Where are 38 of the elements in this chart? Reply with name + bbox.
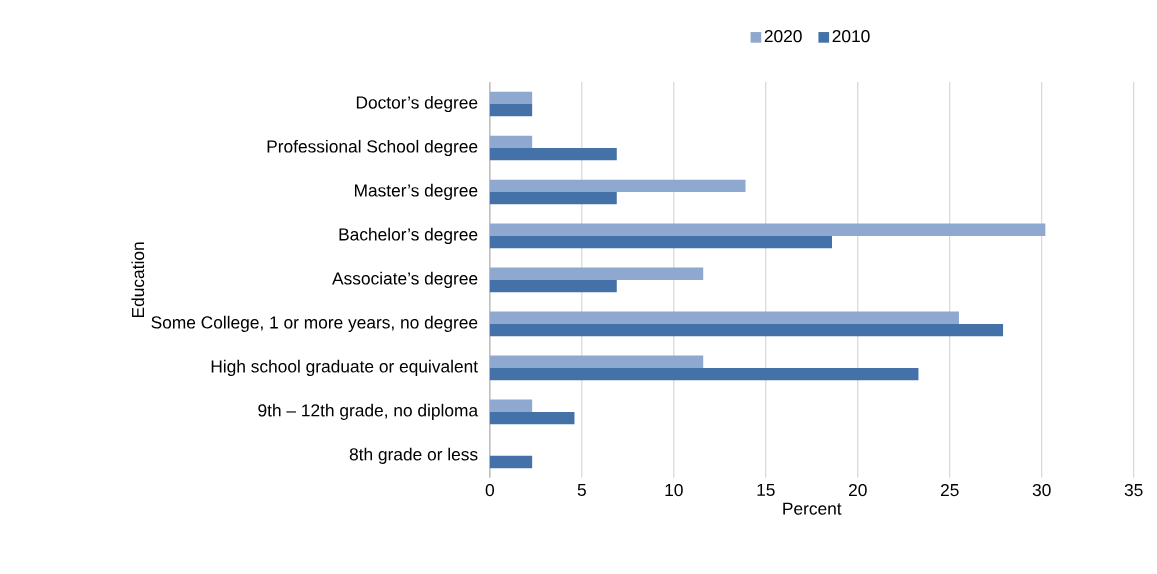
x-tick-label: 35	[1124, 483, 1143, 497]
y-tick-label: Doctor’s degree	[356, 95, 478, 113]
bar	[489, 323, 1004, 337]
y-tick-label: Bachelor’s degree	[339, 227, 478, 245]
bar	[489, 104, 533, 117]
x-tick-label: 20	[848, 483, 867, 497]
x-tick-label: 5	[577, 483, 586, 497]
x-tick-label: 25	[940, 483, 959, 497]
bar	[489, 148, 617, 161]
y-tick-label: Master’s degree	[354, 183, 478, 201]
bar	[489, 267, 704, 281]
y-tick-label: High school graduate or equivalent	[211, 359, 478, 377]
bar	[489, 135, 533, 149]
bar	[489, 236, 832, 249]
x-axis-title: Percent	[783, 502, 842, 515]
bar	[489, 355, 704, 368]
y-axis-title: Education	[131, 242, 145, 318]
y-tick-label: Some College, 1 or more years, no degree	[151, 315, 478, 333]
x-tick-label: 10	[665, 483, 683, 497]
bar	[489, 192, 617, 205]
x-tick-label: 15	[757, 483, 775, 497]
bar	[489, 411, 575, 425]
bar	[489, 91, 533, 105]
y-tick-label: 9th – 12th grade, no diploma	[258, 403, 479, 421]
x-tick-label: 30	[1032, 483, 1051, 497]
y-tick-label: Associate’s degree	[332, 271, 478, 289]
bar	[489, 399, 533, 412]
bar	[489, 311, 959, 324]
legend-label: 2020	[764, 30, 802, 43]
x-tick-label: 0	[485, 483, 495, 497]
legend-label: 2010	[832, 30, 870, 43]
y-tick-label: 8th grade or less	[349, 447, 478, 465]
bar	[489, 367, 919, 381]
bar	[489, 179, 746, 193]
y-tick-label: Professional School degree	[267, 139, 478, 157]
bar	[489, 455, 533, 469]
bar	[489, 223, 1046, 237]
bar	[489, 280, 617, 293]
